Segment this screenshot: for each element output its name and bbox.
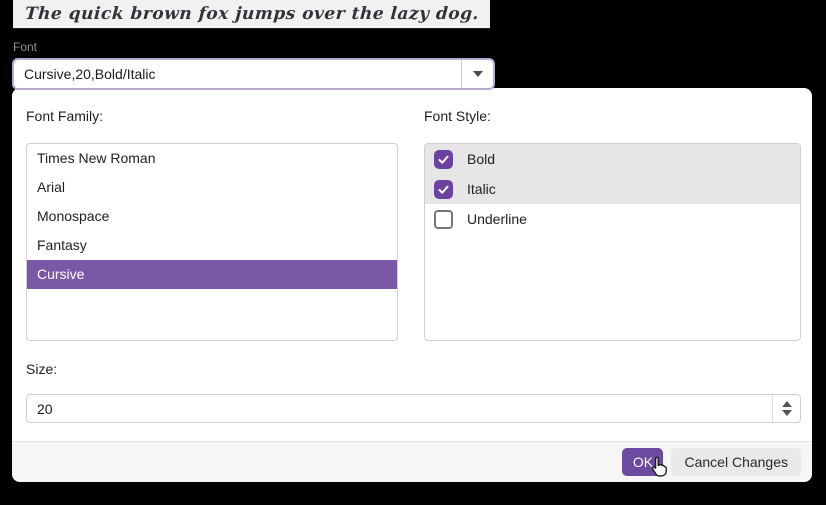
font-combobox-dropdown-button[interactable] <box>461 60 493 88</box>
checkbox-checked-icon[interactable] <box>434 149 453 169</box>
size-label: Size: <box>26 361 58 377</box>
font-family-option-cursive[interactable]: Cursive <box>27 260 397 289</box>
font-style-label: Font Style: <box>424 108 491 124</box>
font-style-option-label: Bold <box>467 151 496 167</box>
font-preview-strip: The quick brown fox jumps over the lazy … <box>13 0 490 29</box>
font-style-option-label: Underline <box>467 211 527 227</box>
font-style-listbox: Bold Italic Underline <box>424 143 801 341</box>
font-style-option-underline[interactable]: Underline <box>425 204 800 234</box>
font-family-option-times[interactable]: Times New Roman <box>37 150 156 166</box>
font-picker-panel: Font Family: Times New Roman Arial Monos… <box>12 88 812 482</box>
size-spinner-buttons[interactable] <box>772 395 800 422</box>
font-family-label: Font Family: <box>26 108 104 124</box>
checkbox-checked-icon[interactable] <box>434 179 453 199</box>
checkbox-unchecked-icon[interactable] <box>434 209 453 229</box>
size-spinner[interactable] <box>26 394 801 423</box>
size-input[interactable] <box>27 395 772 422</box>
font-style-option-bold[interactable]: Bold <box>425 144 800 174</box>
font-style-option-italic[interactable]: Italic <box>425 174 800 204</box>
spinner-down-icon[interactable] <box>781 410 792 416</box>
font-field-label: Font <box>13 40 38 54</box>
font-family-option-monospace[interactable]: Monospace <box>37 208 110 224</box>
chevron-down-icon <box>472 71 483 77</box>
checkmark-icon <box>438 155 449 164</box>
dialog-footer: OK Cancel Changes <box>12 441 812 482</box>
checkmark-icon <box>438 185 449 194</box>
spinner-up-icon[interactable] <box>781 401 792 407</box>
font-combobox-input[interactable] <box>14 60 461 88</box>
cancel-changes-button[interactable]: Cancel Changes <box>671 448 801 476</box>
font-family-option-fantasy[interactable]: Fantasy <box>37 237 87 253</box>
font-family-listbox: Times New Roman Arial Monospace Fantasy … <box>26 143 398 341</box>
font-preview-text: The quick brown fox jumps over the lazy … <box>23 4 480 24</box>
ok-button[interactable]: OK <box>622 448 664 476</box>
font-combobox[interactable] <box>12 58 495 90</box>
font-style-option-label: Italic <box>467 181 496 197</box>
font-family-option-arial[interactable]: Arial <box>37 179 66 195</box>
